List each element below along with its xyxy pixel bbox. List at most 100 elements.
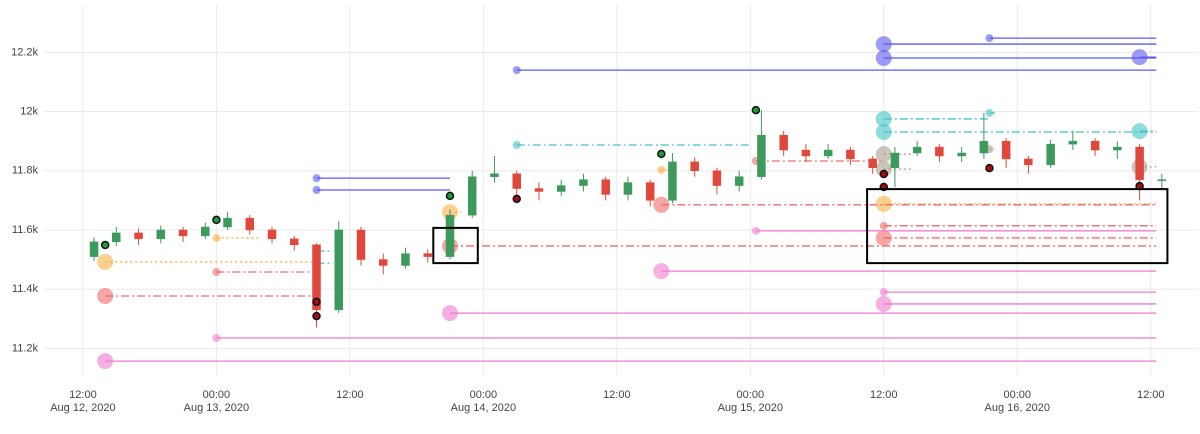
level-marker (653, 263, 670, 280)
candle-body (245, 217, 255, 231)
x-tick-label: 12:00 (1137, 389, 1165, 401)
candle-body (1157, 179, 1167, 181)
level-marker (212, 267, 221, 276)
candle-body (690, 161, 699, 172)
y-tick-label: 12k (20, 105, 38, 117)
level-marker (875, 195, 892, 212)
x-tick-label: 00:00 (1003, 389, 1031, 401)
pivot-marker (657, 149, 666, 159)
candle-body (912, 146, 922, 154)
y-tick-label: 12.2k (11, 46, 38, 58)
candle-body (89, 241, 99, 257)
candle-body (112, 232, 121, 243)
candle-body (935, 146, 944, 157)
level-marker (1131, 123, 1148, 140)
shapes (432, 188, 1169, 265)
candle-body (601, 179, 610, 195)
level-marker (985, 109, 994, 118)
candle-body (957, 152, 966, 157)
x-tick-label: 00:00 (203, 389, 231, 401)
pivot-marker (100, 240, 110, 250)
pivot-marker (751, 105, 761, 115)
level-marker (879, 288, 888, 297)
pivot-marker (879, 169, 889, 179)
candle-body (223, 217, 232, 228)
candle-body (668, 161, 677, 201)
candle-body (1135, 146, 1144, 180)
level-marker (875, 123, 892, 140)
candle-body (490, 173, 499, 177)
level-marker (512, 66, 521, 75)
x-tick-label: Aug 12, 2020 (50, 402, 115, 414)
pivot-marker (512, 194, 521, 204)
y-tick-label: 11.8k (12, 165, 39, 177)
level-marker (1131, 49, 1148, 66)
x-tick-label: 12:00 (870, 389, 898, 401)
candle-body (467, 176, 477, 216)
level-marker (312, 174, 321, 183)
pivot-marker (445, 191, 455, 201)
candle-body (846, 149, 855, 160)
y-tick-label: 11.2k (12, 342, 39, 354)
level-marker (212, 334, 221, 342)
candle-body (156, 229, 166, 240)
candle-body (556, 185, 566, 192)
level-marker (875, 229, 892, 246)
candle-body (979, 140, 989, 154)
x-tick-label: Aug 13, 2020 (184, 402, 249, 414)
level-marker (875, 49, 892, 66)
candle-body (178, 229, 188, 237)
x-tick-label: 00:00 (737, 389, 765, 401)
x-tick-label: 12:00 (603, 389, 631, 401)
candle-body (734, 176, 744, 186)
y-tick-label: 11.6k (12, 224, 39, 236)
candle-body (201, 226, 210, 237)
candle-body (1046, 143, 1055, 166)
annotation-box (866, 188, 1169, 265)
candle-body (1001, 140, 1011, 160)
level-marker (212, 233, 221, 242)
level-marker (879, 221, 888, 230)
y-tick-label: 11.4k (12, 283, 39, 295)
candle-body (645, 182, 655, 201)
candle-body (512, 173, 521, 189)
candle-body (334, 229, 344, 311)
candle-body (823, 149, 833, 157)
candle-body (1068, 140, 1078, 145)
annotation-box (432, 226, 479, 265)
candle-body (378, 259, 388, 266)
candle-body (801, 149, 811, 157)
x-tick-label: Aug 15, 2020 (718, 402, 783, 414)
candle-body (712, 170, 722, 186)
level-marker (657, 165, 666, 174)
levels (97, 34, 1157, 370)
candle-body (134, 232, 143, 240)
level-marker (751, 226, 760, 235)
level-marker (97, 353, 114, 370)
candle-body (890, 152, 900, 169)
candle-body (579, 179, 588, 186)
pivots (100, 105, 1144, 321)
candle-body (356, 229, 366, 260)
level-marker (875, 110, 892, 127)
candle-body (445, 214, 455, 257)
level-marker (441, 305, 458, 322)
candle-body (312, 244, 321, 311)
pivot-marker (212, 215, 221, 225)
candle-body (267, 229, 277, 240)
pivot-marker (985, 163, 994, 173)
candle-body (290, 238, 299, 246)
level-marker (875, 36, 892, 53)
candle-body (868, 158, 877, 169)
candle-body (1090, 140, 1100, 151)
candle-body (534, 188, 544, 192)
candle-body (779, 134, 788, 151)
x-tick-label: 12:00 (336, 389, 364, 401)
level-marker (653, 196, 670, 213)
level-marker (312, 186, 321, 194)
level-marker (97, 287, 114, 304)
candle-body (1113, 146, 1122, 151)
x-tick-label: 12:00 (69, 389, 97, 401)
